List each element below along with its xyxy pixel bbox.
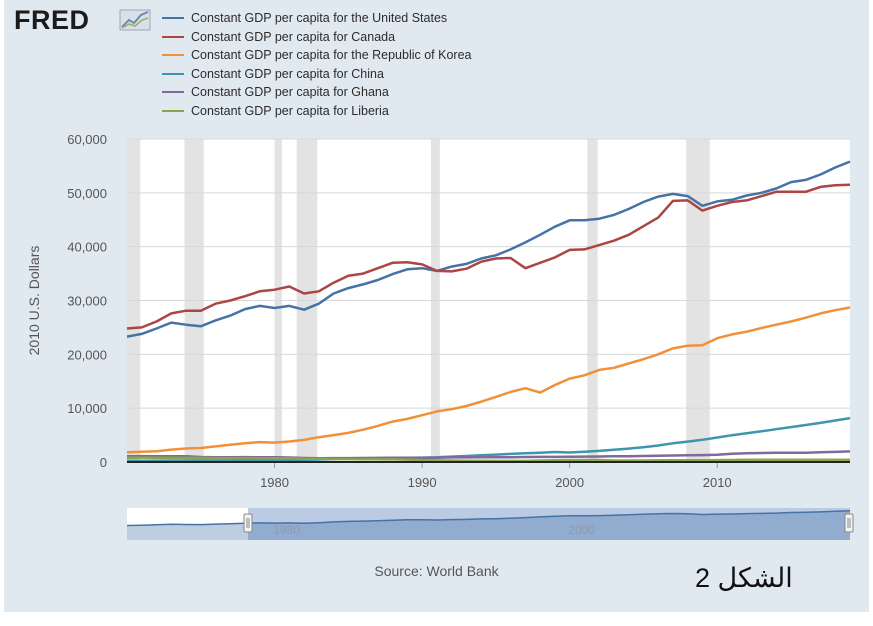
legend-label: Constant GDP per capita for Ghana xyxy=(191,85,389,99)
legend-label: Constant GDP per capita for the Republic… xyxy=(191,48,472,62)
legend-label: Constant GDP per capita for Liberia xyxy=(191,103,389,118)
series-line[interactable] xyxy=(126,456,851,463)
legend-swatch xyxy=(162,54,184,56)
navigator-area xyxy=(127,510,850,540)
y-tick-label: 0 xyxy=(100,455,107,470)
x-tick-label: 2010 xyxy=(703,475,732,490)
series-line[interactable] xyxy=(126,160,851,338)
source-note: Source: World Bank xyxy=(374,563,499,579)
y-tick-label: 50,000 xyxy=(67,186,107,201)
fred-logo[interactable]: FRED xyxy=(14,5,90,35)
x-tick-label: 1980 xyxy=(260,475,289,490)
navigator-tick-label: 1980 xyxy=(273,523,300,537)
y-tick-label: 30,000 xyxy=(67,294,107,309)
figure-caption: الشكل 2 xyxy=(695,563,793,593)
legend-label: Constant GDP per capita for Canada xyxy=(191,29,396,44)
y-axis-title: 2010 U.S. Dollars xyxy=(26,246,42,356)
y-tick-label: 20,000 xyxy=(67,347,107,362)
series-line[interactable] xyxy=(126,306,851,454)
navigator-handle-right[interactable] xyxy=(844,513,854,533)
series-line[interactable] xyxy=(126,183,851,330)
x-tick-label: 2000 xyxy=(555,475,584,490)
legend-label: Constant GDP per capita for China xyxy=(191,66,384,81)
legend-swatch xyxy=(162,91,184,93)
navigator-handle-left[interactable] xyxy=(243,513,253,533)
y-tick-label: 10,000 xyxy=(67,401,107,416)
legend-swatch xyxy=(162,17,184,19)
legend-swatch xyxy=(162,109,184,112)
y-tick-label: 60,000 xyxy=(67,132,107,147)
legend-swatch xyxy=(162,35,184,38)
y-tick-label: 40,000 xyxy=(67,240,107,255)
x-tick-label: 1990 xyxy=(408,475,437,490)
line-chart-icon xyxy=(119,9,151,31)
navigator-tick-label: 2000 xyxy=(568,523,595,537)
legend-label: Constant GDP per capita for the United S… xyxy=(191,11,448,25)
legend-swatch xyxy=(162,72,184,75)
series-line[interactable] xyxy=(126,416,851,463)
